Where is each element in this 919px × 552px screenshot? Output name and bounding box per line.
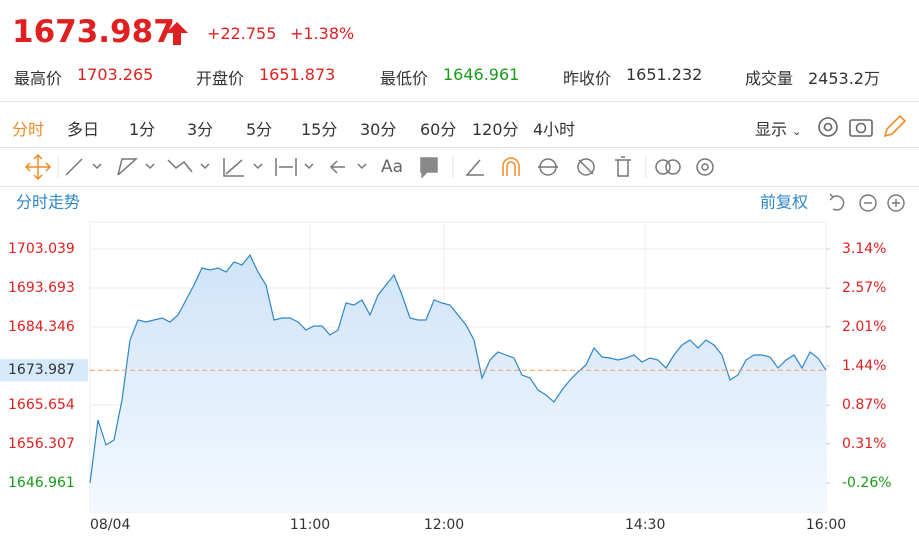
- y-tick-label: 1646.961: [8, 475, 75, 491]
- stat-label: 最低价: [380, 69, 429, 88]
- divider: [0, 101, 919, 102]
- stat-value: 1646.961: [443, 65, 520, 84]
- x-tick-label: 11:00: [290, 517, 330, 533]
- period-tab[interactable]: 120分: [472, 120, 519, 139]
- change-pct: +1.38%: [290, 24, 355, 43]
- period-tab[interactable]: 3分: [187, 120, 214, 139]
- stat-label: 昨收价: [563, 69, 612, 88]
- y2-tick-label: -0.26%: [842, 475, 892, 491]
- up-arrow: [166, 22, 188, 45]
- divider: [0, 147, 919, 148]
- x-tick-label: 12:00: [424, 517, 464, 533]
- line-tool[interactable]: [65, 158, 83, 176]
- zoom-in[interactable]: [887, 194, 905, 212]
- divider: [0, 186, 919, 187]
- fib-tool[interactable]: [223, 158, 244, 177]
- y-tick-label: 1665.654: [8, 397, 75, 413]
- period-tab[interactable]: 多日: [67, 120, 100, 139]
- y2-tick-label: 3.14%: [842, 241, 886, 257]
- ruler-tool[interactable]: [466, 159, 484, 176]
- comment-tool[interactable]: [420, 157, 438, 179]
- period-tab[interactable]: 30分: [360, 120, 397, 139]
- compare-tool[interactable]: [655, 159, 671, 175]
- stat-label: 成交量: [745, 69, 794, 88]
- y2-tick-label: 0.87%: [842, 397, 886, 413]
- x-tick-label: 14:30: [625, 517, 665, 533]
- measure-tool[interactable]: [275, 158, 297, 176]
- settings-icon[interactable]: [818, 117, 838, 137]
- price-line: [89, 253, 827, 484]
- stat-value: 1703.265: [77, 65, 154, 84]
- stat-value: 1651.232: [626, 65, 703, 84]
- y-tick-label: 1656.307: [8, 436, 75, 452]
- period-tab[interactable]: 1分: [129, 120, 156, 139]
- stat-value: 2453.2万: [808, 69, 880, 88]
- camera-icon[interactable]: [849, 119, 873, 137]
- period-tab[interactable]: 15分: [301, 120, 338, 139]
- area: [90, 255, 826, 512]
- period-tab[interactable]: 60分: [420, 120, 457, 139]
- current-price-box: [0, 359, 88, 382]
- y2-tick-label: 2.57%: [842, 280, 886, 296]
- move-tool[interactable]: [24, 153, 52, 181]
- magnet-tool[interactable]: [502, 157, 520, 176]
- y2-tick-label: 1.44%: [842, 358, 886, 374]
- polyline-tool[interactable]: [117, 158, 138, 176]
- adjust-mode[interactable]: 前复权: [760, 193, 808, 212]
- drawing-toolbar: Aa: [24, 153, 714, 181]
- stat-value: 1651.873: [259, 65, 336, 84]
- wave-tool[interactable]: [167, 159, 193, 173]
- hide-tool[interactable]: [577, 158, 595, 176]
- period-tab[interactable]: 4小时: [533, 120, 576, 139]
- indicator-settings[interactable]: [696, 158, 714, 176]
- x-tick-label: 16:00: [806, 517, 846, 533]
- period-tab[interactable]: 分时: [12, 120, 45, 139]
- y-tick-label: 1703.039: [8, 241, 75, 257]
- undo-button[interactable]: [829, 193, 845, 211]
- chart: 分时走势 前复权 1703.039 1693.693 1684.346 1665.65…: [0, 193, 905, 533]
- tool-icons: [818, 114, 907, 138]
- price: 1673.987: [12, 14, 175, 50]
- arrow-tool[interactable]: [329, 160, 345, 174]
- chart-title: 分时走势: [16, 193, 80, 212]
- period-tab[interactable]: 5分: [246, 120, 273, 139]
- y-tick-label: 1693.693: [8, 280, 75, 296]
- delete-tool[interactable]: [615, 156, 631, 177]
- display-label[interactable]: 显示: [755, 120, 788, 139]
- y2-tick-label: 0.31%: [842, 436, 886, 452]
- y2-tick-label: 2.01%: [842, 319, 886, 335]
- display-menu[interactable]: 显示 ⌄: [755, 120, 802, 139]
- stat-label: 最高价: [14, 69, 63, 88]
- pencil-icon[interactable]: [883, 114, 907, 138]
- x-tick-label: 08/04: [90, 517, 130, 533]
- y-tick-label: 1684.346: [8, 319, 75, 335]
- zoom-out[interactable]: [859, 194, 877, 212]
- change: +22.755: [207, 24, 277, 43]
- stat-label: 开盘价: [196, 69, 245, 88]
- current-price-label: 1673.987: [8, 362, 75, 378]
- font-tool[interactable]: Aa: [381, 157, 403, 177]
